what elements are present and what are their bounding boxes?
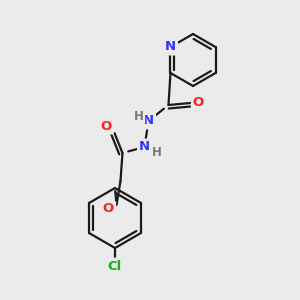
Text: N: N — [143, 115, 154, 128]
Text: O: O — [103, 202, 114, 215]
Text: H: H — [152, 146, 161, 158]
Text: O: O — [101, 119, 112, 133]
Text: Cl: Cl — [108, 260, 122, 272]
Text: N: N — [165, 40, 176, 53]
Text: N: N — [139, 140, 150, 154]
Text: O: O — [193, 97, 204, 110]
Text: H: H — [134, 110, 143, 122]
